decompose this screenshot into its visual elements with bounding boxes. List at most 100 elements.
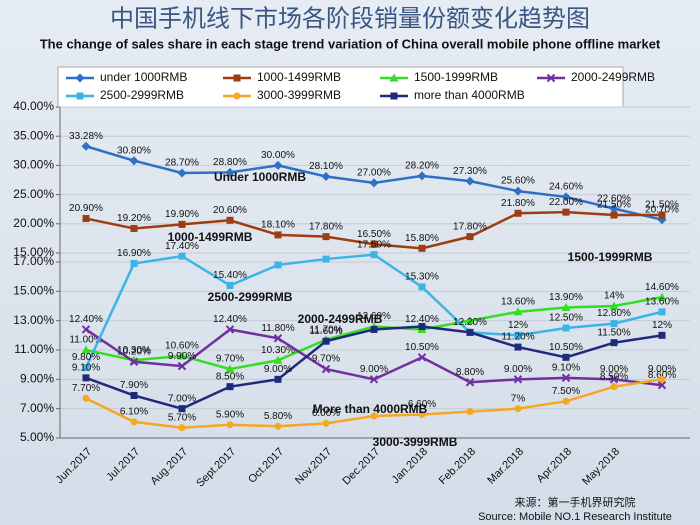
data-label: 12% <box>508 320 528 331</box>
data-label: 18.10% <box>261 220 295 231</box>
data-label: 12% <box>652 320 672 331</box>
data-label: 15.40% <box>213 270 247 281</box>
point <box>609 301 619 310</box>
data-label: 28.80% <box>213 157 247 168</box>
data-label: 11.60% <box>309 326 342 337</box>
data-label: 20.60% <box>213 205 247 216</box>
data-label: 11.80% <box>261 323 294 334</box>
data-label: 19.90% <box>165 209 199 220</box>
point <box>561 373 571 383</box>
point <box>657 380 667 390</box>
source: 来源：第一手机界研究院 <box>515 495 636 509</box>
data-label: 6.10% <box>120 407 148 418</box>
point <box>466 408 474 416</box>
data-label: 10.20% <box>117 346 151 357</box>
point <box>225 167 235 177</box>
point <box>225 364 235 373</box>
point <box>417 353 427 362</box>
data-label: 22.60% <box>597 193 631 204</box>
point <box>226 281 234 289</box>
y-tick-label: 15.00% <box>13 245 54 259</box>
legend-marker <box>76 92 84 100</box>
point <box>322 233 330 241</box>
data-label: 19.20% <box>117 213 151 224</box>
data-label: 10.30% <box>117 345 151 356</box>
data-label: 5.90% <box>216 409 244 420</box>
chart-title: 中国手机线下市场各阶段销量份额变化趋势图 <box>110 5 590 32</box>
point <box>514 331 522 339</box>
point <box>465 316 475 325</box>
y-tick-label: 20.00% <box>13 216 54 230</box>
data-label: 27.00% <box>357 168 391 179</box>
data-label: 17.40% <box>165 241 199 252</box>
point <box>562 208 570 216</box>
point <box>466 233 474 241</box>
data-label: 30.80% <box>117 145 151 156</box>
point <box>321 171 331 181</box>
point <box>418 323 426 331</box>
point <box>177 168 187 178</box>
data-label: 22.00% <box>549 197 583 208</box>
data-label: 17.80% <box>309 221 343 232</box>
point <box>370 240 378 248</box>
data-label: 6.60% <box>408 399 436 410</box>
point <box>561 302 571 311</box>
point <box>177 361 187 371</box>
data-label: 10.50% <box>549 342 583 353</box>
data-label: 12.60% <box>357 311 391 322</box>
data-label: 9.00% <box>600 364 628 375</box>
data-label: 15.30% <box>405 272 439 283</box>
data-label: 21.50% <box>645 200 679 211</box>
point <box>562 324 570 332</box>
point <box>226 216 234 224</box>
data-label: 15.80% <box>405 233 439 244</box>
y-tick-label: 11.00% <box>14 342 54 356</box>
point <box>274 231 282 239</box>
point <box>81 141 91 151</box>
point <box>273 355 283 364</box>
point <box>369 178 379 188</box>
point <box>322 337 330 345</box>
data-label: 6.00% <box>312 408 340 419</box>
data-label: 12.50% <box>549 313 583 324</box>
data-label: 30.00% <box>261 150 295 161</box>
data-label: 7% <box>511 393 526 404</box>
point <box>130 391 138 399</box>
data-label: 7.00% <box>168 393 196 404</box>
legend-label: under 1000RMB <box>100 70 187 84</box>
legend-marker <box>75 73 85 83</box>
point <box>177 351 187 360</box>
point <box>274 261 282 269</box>
y-tick-label: 30.00% <box>13 158 54 172</box>
data-label: 11.20% <box>501 332 534 343</box>
point <box>178 252 186 260</box>
point <box>226 383 234 391</box>
data-label: 9.90% <box>168 351 196 362</box>
data-label: 17.80% <box>453 221 487 232</box>
data-label: 10.60% <box>165 341 199 352</box>
legend-label: 3000-3999RMB <box>257 88 341 102</box>
y-tick-label: 5.00% <box>20 430 54 444</box>
point <box>322 419 330 427</box>
annotation: 2500-2999RMB <box>208 290 293 304</box>
data-label: 11.00% <box>69 335 102 346</box>
data-label: 12.40% <box>213 314 247 325</box>
point <box>610 383 618 391</box>
data-label: 13.90% <box>549 292 583 303</box>
point <box>657 292 667 301</box>
point <box>273 160 283 170</box>
data-label: 9.00% <box>360 364 388 375</box>
y-tick-label: 40.00% <box>13 99 54 113</box>
data-label: 10.30% <box>261 345 295 356</box>
point <box>178 220 186 228</box>
point <box>610 211 618 219</box>
point <box>466 328 474 336</box>
legend-marker <box>233 74 241 82</box>
point <box>130 224 138 232</box>
y-tick-label: 17.00% <box>13 254 54 268</box>
legend-marker <box>389 73 399 82</box>
y-tick-label: 25.00% <box>13 187 54 201</box>
data-label: 7.70% <box>72 383 100 394</box>
point <box>369 375 379 384</box>
